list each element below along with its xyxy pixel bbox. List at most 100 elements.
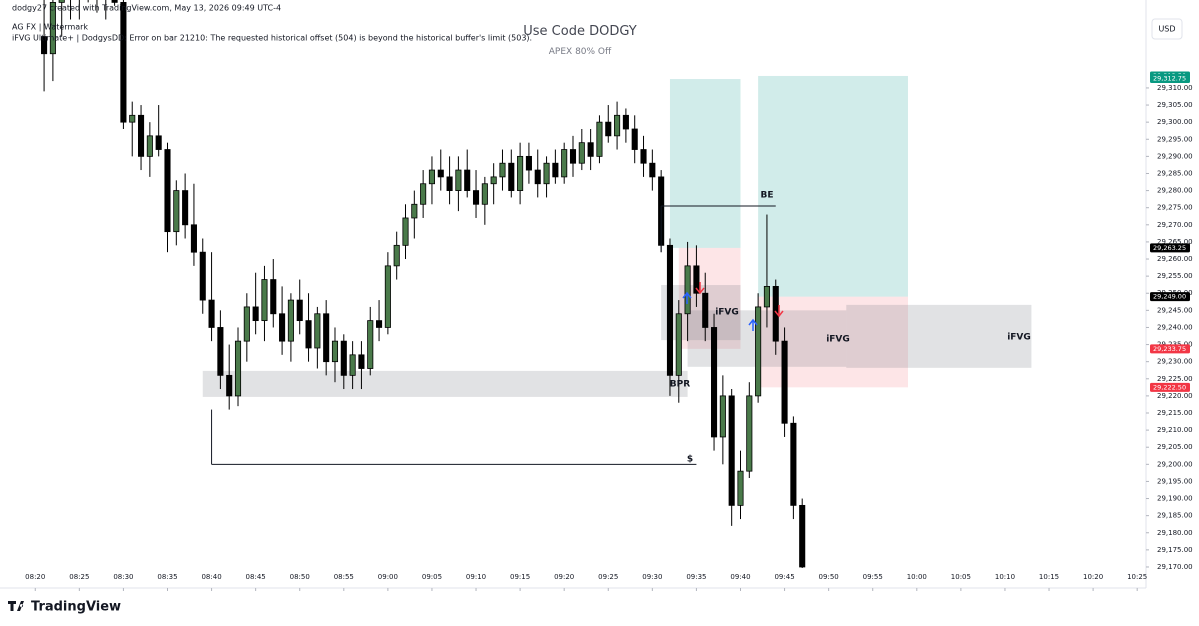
candle-body	[129, 114, 136, 123]
x-tick-label: 09:30	[642, 573, 662, 581]
candle-body	[402, 217, 409, 246]
candle-body	[684, 265, 691, 315]
candle-body	[279, 313, 286, 342]
x-tick-label: 08:25	[69, 573, 89, 581]
candle-body	[446, 176, 453, 191]
x-tick-label: 08:45	[246, 573, 266, 581]
candle-body	[296, 299, 303, 322]
candle-body	[543, 162, 550, 185]
candle-body	[305, 320, 312, 349]
y-tick-label: 29,185.00	[1157, 512, 1193, 520]
x-tick-label: 10:25	[1127, 573, 1147, 581]
y-tick-label: 29,170.00	[1157, 563, 1193, 571]
y-tick-label: 29,190.00	[1157, 495, 1193, 503]
price-label-box	[1150, 344, 1190, 354]
x-tick-label: 08:30	[113, 573, 133, 581]
candle-body	[411, 203, 418, 219]
candle-body	[569, 149, 577, 164]
y-tick-label: 29,280.00	[1157, 187, 1193, 195]
y-tick-label: 29,210.00	[1157, 426, 1193, 434]
candle-body	[605, 121, 612, 137]
candle-body	[693, 265, 700, 294]
candle-body	[146, 135, 153, 157]
candle-body	[481, 183, 488, 205]
y-tick-label: 29,175.00	[1157, 546, 1193, 554]
watermark-subtitle: APEX 80% Off	[549, 47, 612, 57]
price-label: 29,233.75	[1153, 345, 1186, 353]
candle-body	[755, 306, 762, 397]
candle-body	[631, 128, 638, 150]
currency: USD	[1158, 25, 1175, 34]
x-tick-label: 10:20	[1083, 573, 1103, 581]
candle-body	[164, 149, 171, 233]
candle-body	[287, 299, 294, 342]
candle-body	[173, 190, 180, 233]
x-tick-label: 09:45	[774, 573, 794, 581]
zone	[661, 285, 741, 341]
price-label-box	[1150, 243, 1190, 253]
y-tick-label: 29,180.00	[1157, 529, 1193, 537]
candle-body	[376, 320, 383, 328]
x-tick-label: 08:55	[334, 573, 354, 581]
candle-body	[622, 114, 629, 130]
y-tick-label: 29,300.00	[1157, 118, 1193, 126]
price-label: 29,222.50	[1153, 383, 1186, 391]
zone	[758, 75, 908, 297]
candle-body	[58, 0, 65, 3]
candle-body	[270, 279, 277, 315]
y-tick-label: 29,255.00	[1157, 272, 1193, 280]
candle-body	[490, 176, 497, 185]
currency-box[interactable]	[1151, 18, 1183, 40]
zone	[669, 79, 741, 248]
candle-body	[675, 313, 682, 376]
candle-body	[614, 114, 621, 137]
candle-body	[525, 155, 532, 171]
header-line: AG FX | Watermark	[12, 23, 88, 32]
candle-body	[155, 135, 162, 150]
candle-body	[534, 169, 541, 185]
signal-arrows	[682, 282, 784, 331]
up-arrow	[682, 291, 692, 304]
overlay	[211, 205, 776, 465]
annotation: BE	[760, 191, 773, 201]
y-tick-label: 29,285.00	[1157, 169, 1193, 177]
zones	[202, 75, 1032, 397]
price-label-box	[1150, 292, 1190, 302]
header-line: dodgy27 created with TradingView.com, Ma…	[12, 4, 281, 13]
candle-body	[49, 1, 56, 55]
candle-body	[781, 340, 788, 424]
down-arrow	[695, 282, 705, 295]
candle-body	[702, 292, 709, 328]
x-tick-label: 08:40	[201, 573, 221, 581]
watermark-title: Use Code DODGY	[523, 24, 637, 39]
y-tick-label: 29,305.00	[1157, 101, 1193, 109]
candle-body	[649, 162, 656, 178]
brand: TradingView	[31, 600, 121, 615]
candle-body	[517, 155, 524, 191]
candle-body	[234, 340, 242, 397]
candle-body	[666, 244, 674, 376]
y-tick-label: 29,295.00	[1157, 135, 1193, 143]
price-label: 29,263.25	[1153, 244, 1186, 252]
candle-body	[587, 142, 594, 157]
candle-body	[217, 327, 224, 376]
candle-body	[367, 320, 374, 369]
y-tick-label: 29,200.00	[1157, 460, 1193, 468]
candle-body	[226, 374, 233, 397]
x-tick-label: 08:50	[290, 573, 310, 581]
y-tick-label: 29,240.00	[1157, 323, 1193, 331]
x-tick-label: 09:35	[686, 573, 706, 581]
down-arrow	[774, 305, 784, 318]
x-tick-label: 09:00	[378, 573, 398, 581]
logo-mark	[8, 601, 24, 611]
candle-body	[763, 285, 770, 308]
candle-body	[420, 183, 427, 205]
x-tick-label: 09:55	[863, 573, 883, 581]
candle-body	[728, 395, 735, 506]
x-tick-label: 09:20	[554, 573, 574, 581]
candle-body	[464, 169, 471, 191]
candle-body	[190, 224, 197, 253]
candle-body	[578, 142, 585, 164]
candle-body	[120, 1, 127, 123]
